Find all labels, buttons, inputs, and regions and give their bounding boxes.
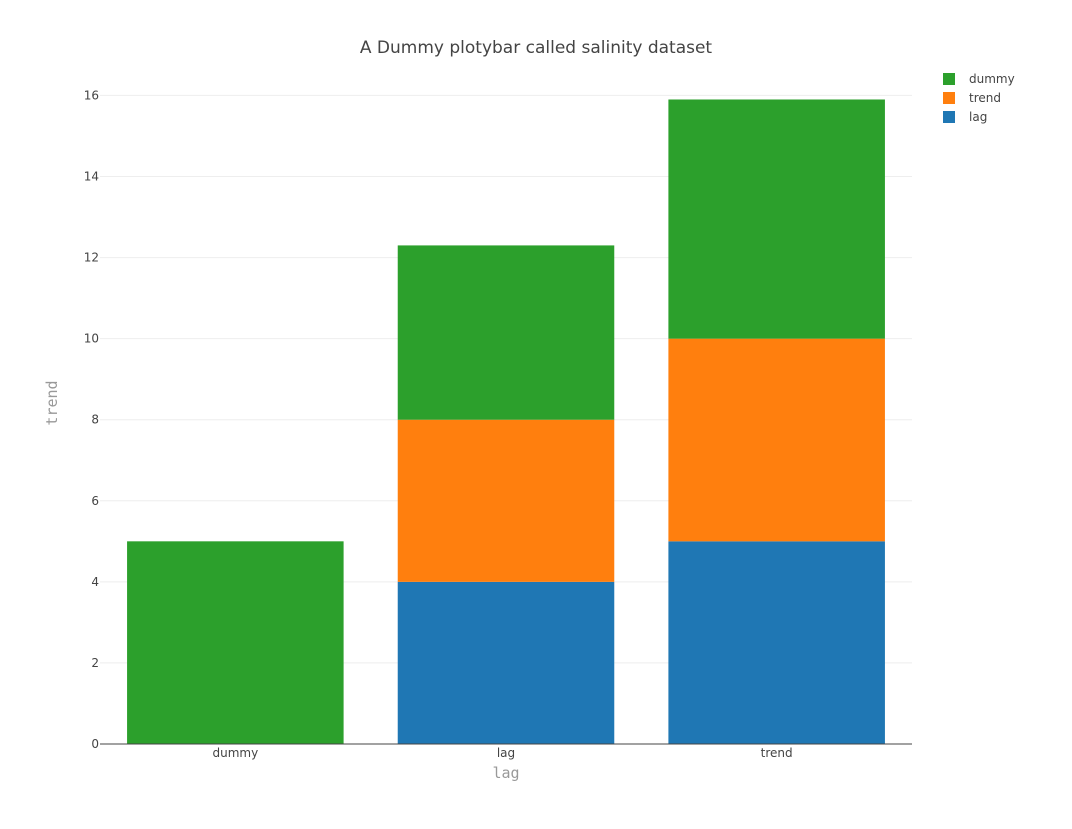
legend-swatch (943, 111, 955, 123)
y-axis-title: trend (43, 380, 61, 425)
y-tick-label: 4 (91, 575, 99, 589)
legend: dummy trend lag (943, 72, 1015, 124)
y-tick-label: 16 (84, 88, 99, 102)
bar-dummy-lag[interactable] (397, 245, 615, 420)
bar-trend-trend[interactable] (668, 338, 885, 542)
bar-lag-lag[interactable] (397, 581, 615, 744)
chart-title: A Dummy plotybar called salinity dataset (360, 38, 713, 58)
x-tick-label: trend (761, 746, 793, 760)
y-tick-label: 0 (91, 737, 99, 751)
x-tick-label: lag (497, 746, 515, 760)
legend-item-trend[interactable]: trend (943, 91, 1001, 105)
bars (127, 99, 885, 744)
legend-swatch (943, 92, 955, 104)
bar-dummy-trend[interactable] (668, 99, 885, 339)
legend-item-lag[interactable]: lag (943, 110, 987, 124)
legend-label: dummy (969, 72, 1015, 86)
x-tick-labels: dummy lag trend (212, 746, 792, 760)
y-tick-label: 8 (91, 413, 99, 427)
legend-swatch (943, 73, 955, 85)
y-tick-label: 10 (84, 332, 99, 346)
y-tick-label: 12 (84, 251, 99, 265)
y-tick-label: 2 (91, 656, 99, 670)
legend-label: lag (969, 110, 987, 124)
x-tick-label: dummy (212, 746, 258, 760)
legend-item-dummy[interactable]: dummy (943, 72, 1015, 86)
bar-lag-trend[interactable] (668, 541, 885, 744)
y-tick-labels: 0 2 4 6 8 10 12 14 16 (84, 88, 99, 751)
bar-dummy-dummy[interactable] (127, 541, 344, 744)
legend-label: trend (969, 91, 1001, 105)
y-tick-label: 6 (91, 494, 99, 508)
x-axis-title: lag (492, 764, 519, 782)
y-tick-label: 14 (84, 170, 99, 184)
bar-trend-lag[interactable] (397, 419, 615, 582)
